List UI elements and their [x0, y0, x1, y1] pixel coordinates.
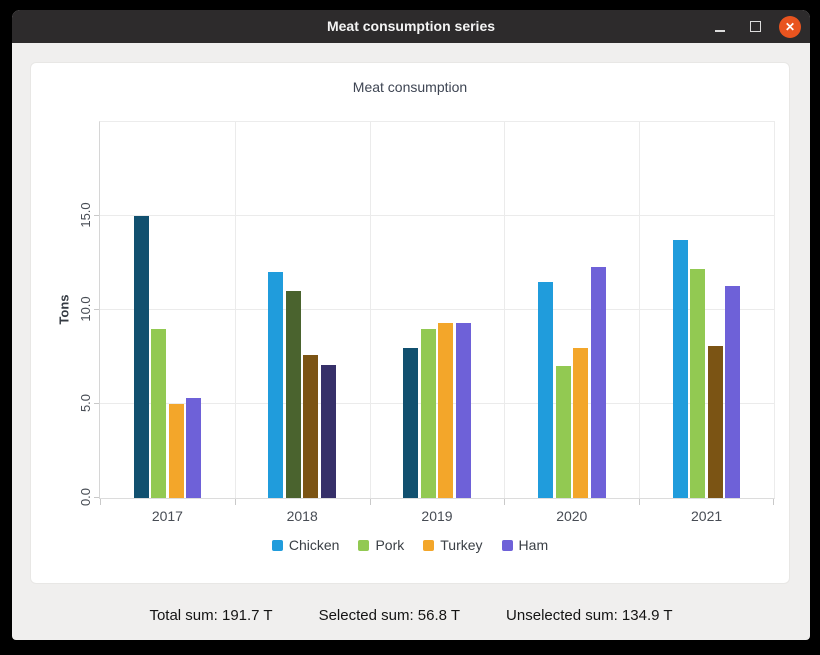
y-tick-label: 0.0: [78, 487, 93, 507]
gridline-vertical: [234, 122, 236, 498]
bar-ham-2021[interactable]: [725, 285, 741, 498]
x-axis-tick: [639, 499, 641, 505]
gridline-vertical: [504, 122, 506, 498]
x-category-label: 2019: [421, 508, 453, 524]
chart-title: Meat consumption: [352, 79, 468, 95]
gridline-horizontal: [100, 309, 774, 310]
bar-ham-2018[interactable]: [320, 364, 336, 498]
bar-turkey-2017[interactable]: [168, 404, 184, 498]
x-axis-tick: [234, 499, 236, 505]
bar-pork-2019[interactable]: [420, 328, 436, 498]
summary-bar: Total sum: 191.7 T Selected sum: 56.8 T …: [12, 607, 810, 624]
bar-pork-2018[interactable]: [285, 291, 301, 498]
legend-swatch-icon: [423, 539, 435, 551]
bar-ham-2020[interactable]: [590, 266, 606, 498]
y-axis-tick: [94, 309, 99, 310]
bar-turkey-2021[interactable]: [707, 345, 723, 498]
bar-chicken-2020[interactable]: [538, 281, 554, 498]
selected-sum-label: Selected sum: 56.8 T: [318, 607, 461, 624]
legend-label: Ham: [518, 537, 549, 553]
total-sum-label: Total sum: 191.7 T: [149, 607, 273, 624]
legend-label: Pork: [375, 537, 405, 553]
legend-swatch-icon: [271, 539, 283, 551]
y-tick-label: 15.0: [78, 202, 93, 228]
bar-turkey-2019[interactable]: [438, 323, 454, 498]
x-axis-tick: [100, 499, 101, 505]
y-tick-label: 10.0: [78, 296, 93, 322]
bar-ham-2017[interactable]: [186, 398, 202, 498]
y-tick-label: 5.0: [78, 393, 93, 413]
bar-turkey-2020[interactable]: [573, 347, 589, 498]
gridline-horizontal: [100, 215, 774, 216]
minimize-button[interactable]: [709, 16, 731, 38]
bar-pork-2020[interactable]: [555, 366, 571, 498]
gridline-vertical: [639, 122, 641, 498]
bar-pork-2017[interactable]: [151, 328, 167, 498]
x-category-label: 2020: [556, 508, 588, 524]
legend-swatch-icon: [501, 539, 513, 551]
maximize-icon: [749, 21, 761, 32]
bar-chicken-2018[interactable]: [268, 272, 284, 498]
bar-chicken-2021[interactable]: [672, 240, 688, 498]
close-button[interactable]: ✕: [779, 15, 801, 38]
window-controls: ✕: [709, 10, 801, 43]
bar-chicken-2019[interactable]: [403, 347, 419, 498]
close-icon: ✕: [784, 19, 796, 34]
x-category-label: 2017: [151, 508, 183, 524]
app-window: Meat consumption series ✕ Meat consumpti…: [12, 10, 810, 640]
legend-swatch-icon: [358, 539, 370, 551]
x-axis-tick: [369, 499, 371, 505]
legend-label: Turkey: [440, 537, 483, 553]
y-axis-tick: [94, 215, 99, 216]
x-category-label: 2021: [691, 508, 723, 524]
legend-label: Chicken: [288, 537, 340, 553]
legend-item-pork[interactable]: Pork: [358, 537, 404, 553]
bar-chicken-2017[interactable]: [133, 216, 149, 498]
gridline-horizontal: [100, 403, 774, 404]
chart-card: Meat consumption 0.0 5.0 10.0 15.0 2017 2018 2…: [30, 62, 790, 584]
legend-item-chicken[interactable]: Chicken: [271, 537, 340, 553]
y-axis-title: Tons: [56, 294, 72, 325]
bar-pork-2021[interactable]: [690, 268, 706, 498]
y-axis-tick: [94, 497, 99, 498]
unselected-sum-label: Unselected sum: 134.9 T: [506, 607, 673, 624]
bar-turkey-2018[interactable]: [303, 355, 319, 498]
legend-item-turkey[interactable]: Turkey: [423, 537, 483, 553]
titlebar[interactable]: Meat consumption series ✕: [12, 10, 810, 43]
bar-ham-2019[interactable]: [455, 323, 471, 498]
x-axis-tick: [773, 499, 774, 505]
plot-area: 0.0 5.0 10.0 15.0 2017 2018 2019 2020 2021 Tons: [57, 121, 775, 524]
gridline-vertical: [369, 122, 371, 498]
y-axis-tick: [94, 403, 99, 404]
minimize-icon: [715, 29, 725, 32]
chart-legend: Chicken Pork Turkey Ham: [31, 537, 789, 553]
maximize-button[interactable]: [744, 16, 766, 38]
legend-item-ham[interactable]: Ham: [501, 537, 549, 553]
window-title: Meat consumption series: [326, 18, 496, 34]
x-axis-tick: [504, 499, 506, 505]
x-category-label: 2018: [286, 508, 318, 524]
